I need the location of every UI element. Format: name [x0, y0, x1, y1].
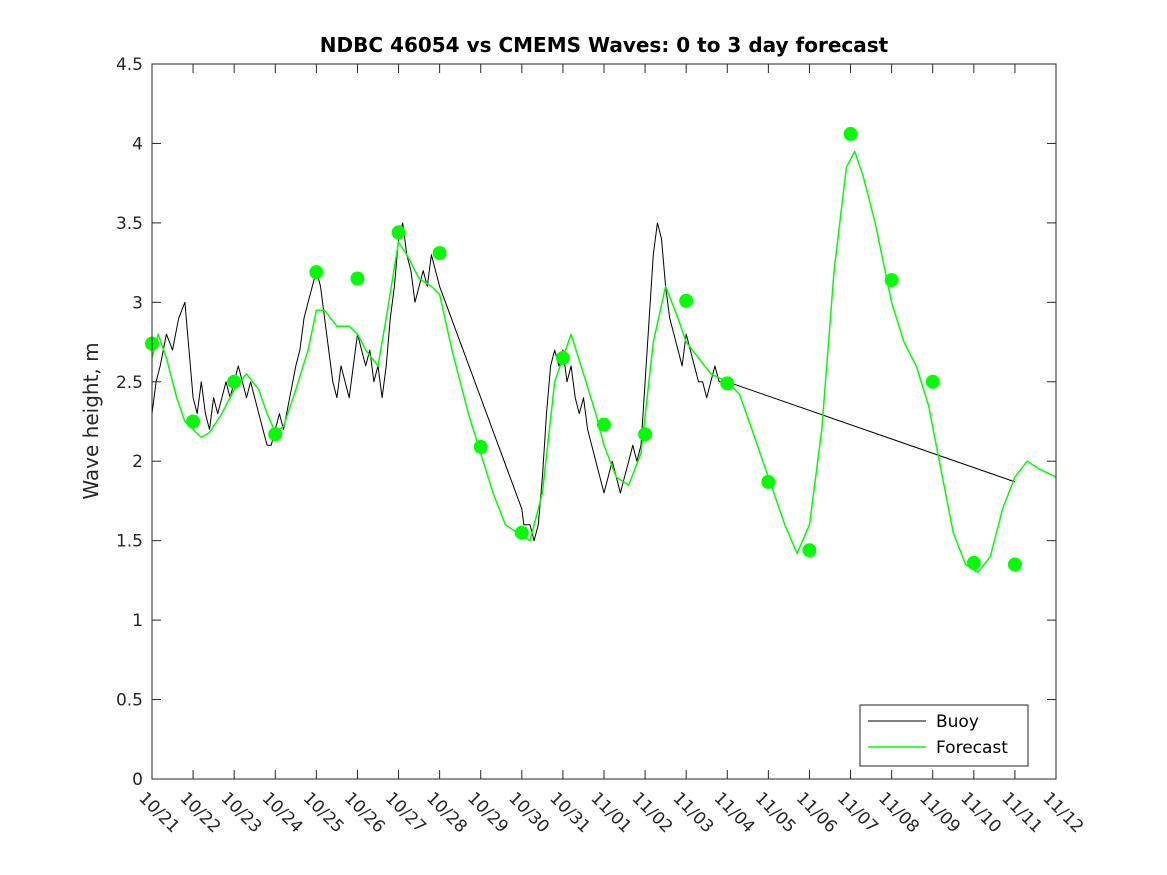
x-tick-label: 11/08: [874, 788, 923, 837]
forecast-init-marker: [597, 417, 611, 432]
x-tick-label: 10/30: [504, 788, 553, 837]
forecast-init-marker: [186, 414, 201, 429]
y-tick-label: 3: [132, 293, 143, 313]
legend: Buoy Forecast: [859, 704, 1029, 767]
x-tick-label: 11/01: [586, 788, 635, 837]
forecast-init-marker: [884, 273, 899, 288]
x-tick-label: 11/12: [1038, 788, 1087, 837]
x-tick-label: 10/25: [299, 788, 348, 837]
x-tick-label: 10/28: [422, 788, 471, 837]
x-tick-label: 11/07: [833, 788, 882, 837]
y-axis: 0 0.5 1 1.5 2 2.5 3 3.5 4 4.5: [116, 55, 1056, 790]
y-tick-label: 2.5: [116, 373, 143, 393]
x-tick-label: 11/04: [710, 788, 759, 837]
forecast-init-marker: [925, 374, 940, 389]
forecast-init-marker: [227, 374, 242, 389]
forecast-init-marker: [391, 225, 406, 240]
forecast-init-marker: [761, 474, 776, 489]
y-tick-label: 4: [132, 134, 143, 154]
y-tick-label: 1: [132, 611, 143, 631]
x-tick-label: 11/10: [956, 788, 1005, 837]
forecast-init-marker: [268, 427, 283, 442]
x-tick-label: 11/05: [751, 788, 800, 837]
y-tick-label: 2: [132, 452, 143, 472]
forecast-init-marker: [679, 293, 694, 308]
legend-label-forecast: Forecast: [936, 738, 1008, 758]
forecast-init-marker: [1007, 557, 1022, 572]
x-tick-label: 10/24: [258, 788, 307, 837]
forecast-init-marker: [309, 265, 324, 280]
legend-box: [859, 704, 1029, 767]
forecast-init-marker: [555, 350, 570, 365]
forecast-init-marker: [350, 271, 365, 286]
y-axis-label: Wave height, m: [79, 342, 103, 499]
x-tick-label: 11/03: [669, 788, 718, 837]
x-tick-label: 10/26: [340, 788, 389, 837]
y-tick-label: 3.5: [116, 214, 143, 234]
x-tick-label: 10/29: [463, 788, 512, 837]
x-tick-label: 10/27: [381, 788, 430, 837]
x-tick-label: 10/31: [545, 788, 594, 837]
chart-title: NDBC 46054 vs CMEMS Waves: 0 to 3 day fo…: [320, 33, 889, 57]
legend-label-buoy: Buoy: [936, 712, 979, 732]
y-tick-label: 0.5: [116, 691, 143, 711]
x-tick-label: 10/22: [176, 788, 225, 837]
y-tick-label: 4.5: [116, 55, 143, 75]
x-tick-label: 11/02: [628, 788, 677, 837]
x-tick-label: 11/11: [997, 788, 1046, 837]
x-tick-label: 11/09: [915, 788, 964, 837]
x-tick-label: 11/06: [792, 788, 841, 837]
y-tick-label: 0: [132, 770, 143, 790]
forecast-init-marker: [432, 246, 447, 261]
forecast-init-marker: [473, 439, 488, 454]
x-tick-label: 10/23: [217, 788, 266, 837]
y-tick-label: 1.5: [116, 532, 143, 552]
forecast-init-marker: [802, 543, 817, 558]
forecast-init-marker: [514, 525, 529, 540]
forecast-init-marker: [843, 126, 858, 141]
forecast-init-marker: [638, 427, 653, 442]
forecast-init-marker: [966, 555, 981, 570]
x-tick-label: 10/21: [134, 788, 183, 837]
forecast-init-marker: [720, 376, 735, 391]
